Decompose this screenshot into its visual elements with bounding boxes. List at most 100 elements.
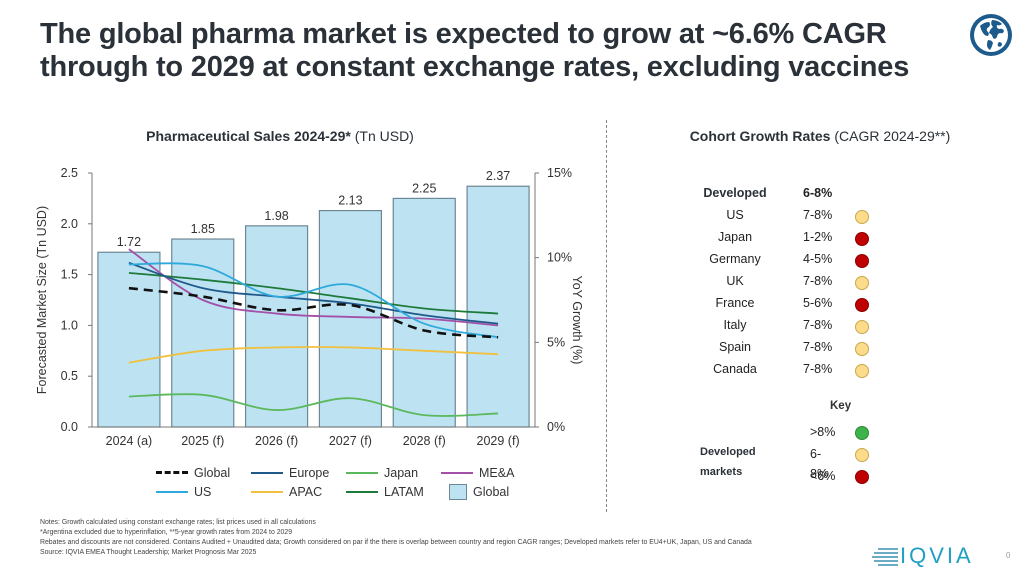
bar-2027 (f) xyxy=(318,209,383,428)
page-title: The global pharma market is expected to … xyxy=(40,18,909,84)
cohort-country: US xyxy=(726,208,744,222)
bar-2029 (f) xyxy=(466,185,530,428)
y-tick-label: 2.0 xyxy=(61,217,78,231)
cohort-cagr: 5-6% xyxy=(803,296,833,310)
note-line: Source: IQVIA EMEA Thought Leadership; M… xyxy=(40,549,257,556)
legend-item: Global xyxy=(441,483,536,500)
note-line: Notes: Growth calculated using constant … xyxy=(40,519,316,526)
bar-value-label: 2.13 xyxy=(338,194,362,208)
status-dot-amber xyxy=(855,320,869,334)
status-dot-amber xyxy=(855,342,869,356)
iqvia-lines-icon xyxy=(872,548,898,566)
status-dot-amber xyxy=(855,210,869,224)
iqvia-logo: IQVIA xyxy=(870,543,974,569)
chart-title-unit: (Tn USD) xyxy=(350,128,414,144)
legend-label: Europe xyxy=(289,465,330,480)
legend-swatch-line xyxy=(156,471,188,474)
y-tick-label: 1.0 xyxy=(61,318,78,332)
bar-value-label: 1.98 xyxy=(264,209,288,223)
legend-label: US xyxy=(194,484,212,499)
legend-label: Global xyxy=(473,484,510,499)
y-tick-label: 0.0 xyxy=(61,420,78,434)
note-line: *Argentina excluded due to hyperinflatio… xyxy=(40,529,293,536)
note-line: Rebates and discounts are not considered… xyxy=(40,539,752,546)
y2-tick-label: 5% xyxy=(547,335,565,349)
page-number: 0 xyxy=(1006,551,1011,560)
chart-title: Pharmaceutical Sales 2024-29* (Tn USD) xyxy=(0,128,560,144)
x-tick-label: 2027 (f) xyxy=(329,434,372,448)
key-label: >8% xyxy=(810,425,836,439)
cohort-country: Japan xyxy=(717,230,753,244)
legend-swatch-line xyxy=(441,471,473,474)
line-latam xyxy=(128,272,499,315)
line-apac xyxy=(128,346,499,364)
legend-item: Global xyxy=(156,466,251,480)
line-us xyxy=(128,262,499,339)
legend-label: APAC xyxy=(289,484,323,499)
status-dot-red xyxy=(855,254,869,268)
footnotes: Notes: Growth calculated using constant … xyxy=(40,518,752,558)
cohort-country: Germany xyxy=(709,252,761,266)
legend-row: US APAC LATAM Global xyxy=(156,482,536,501)
line-mea xyxy=(128,248,499,327)
legend-swatch-line xyxy=(156,490,188,493)
globe-icon xyxy=(970,14,1012,56)
cohort-country: Italy xyxy=(723,318,747,332)
key-developed-markets-label: Developed markets xyxy=(700,446,756,478)
cohort-cagr: 1-2% xyxy=(803,230,833,244)
status-dot-green xyxy=(855,426,869,440)
status-dot-red xyxy=(855,298,869,312)
line-japan xyxy=(128,393,499,417)
status-dot-red xyxy=(855,470,869,484)
x-tick-label: 2024 (a) xyxy=(106,434,153,448)
y2-tick-label: 0% xyxy=(547,420,565,434)
cohort-country: Canada xyxy=(713,362,757,376)
legend-label: Global xyxy=(194,465,231,480)
legend-item: Europe xyxy=(251,466,346,480)
legend-item: US xyxy=(156,485,251,499)
iqvia-logo-text: IQVIA xyxy=(900,543,974,568)
x-tick-label: 2025 (f) xyxy=(181,434,224,448)
cohort-cagr: 7-8% xyxy=(803,362,833,376)
title-line-2: through to 2029 at constant exchange rat… xyxy=(40,51,910,83)
bar-2024 (a) xyxy=(97,251,161,428)
y-axis-title: Forecasted Market Size (Tn USD) xyxy=(35,206,49,394)
cohort-group-value: 6-8% xyxy=(803,186,833,200)
status-dot-red xyxy=(855,232,869,246)
cohort-cagr: 7-8% xyxy=(803,208,833,222)
legend-label: ME&A xyxy=(479,465,515,480)
cohort-title: Cohort Growth Rates (CAGR 2024-29**) xyxy=(640,128,1000,144)
y-tick-label: 0.5 xyxy=(61,369,78,383)
legend-swatch-bar xyxy=(449,483,467,500)
cohort-country: Spain xyxy=(719,340,751,354)
cohort-title-bold: Cohort Growth Rates xyxy=(689,128,831,144)
cohort-title-unit: (CAGR 2024-29**) xyxy=(830,128,951,144)
legend-swatch-line xyxy=(251,490,283,493)
legend-item: Japan xyxy=(346,466,441,480)
line-global xyxy=(128,286,499,339)
legend-item: ME&A xyxy=(441,466,536,480)
section-divider xyxy=(606,120,607,512)
chart-title-bold: Pharmaceutical Sales 2024-29* xyxy=(146,128,351,144)
line-europe xyxy=(128,261,499,325)
bar-2028 (f) xyxy=(392,197,456,428)
key-label: 6-8% xyxy=(810,447,829,481)
y2-tick-label: 10% xyxy=(547,251,572,265)
key-label: <6% xyxy=(810,469,836,483)
title-line-1: The global pharma market is expected to … xyxy=(40,18,887,50)
legend-swatch-line xyxy=(346,490,378,493)
status-dot-amber xyxy=(855,364,869,378)
legend-label: Japan xyxy=(384,465,419,480)
cohort-country: UK xyxy=(726,274,744,288)
pharma-sales-chart: 1.72 1.85 1.98 2.13 2.25 2.37 0.0 0.5 1.0 1.5 2.0 2… xyxy=(35,166,584,448)
legend-item: APAC xyxy=(251,485,346,499)
bar-value-label: 2.25 xyxy=(412,181,436,195)
cohort-cagr: 7-8% xyxy=(803,318,833,332)
bar-value-label: 1.72 xyxy=(117,235,141,249)
legend-item: LATAM xyxy=(346,485,441,499)
key-title: Key xyxy=(830,400,852,412)
legend-label: LATAM xyxy=(384,484,424,499)
legend-swatch-line xyxy=(251,471,283,474)
legend-row: Global Europe Japan ME&A xyxy=(156,463,536,482)
bar-value-label: 1.85 xyxy=(191,222,215,236)
